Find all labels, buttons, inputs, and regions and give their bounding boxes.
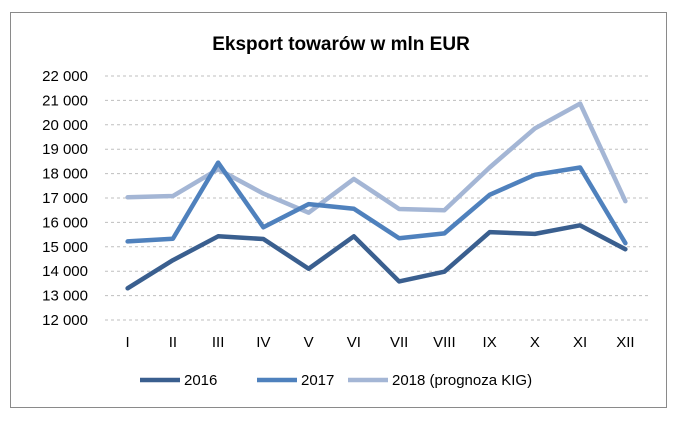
y-tick-label: 14 000 [42, 263, 88, 280]
y-tick-label: 16 000 [42, 214, 88, 231]
chart-frame [10, 12, 667, 408]
series-line-2016 [125, 223, 628, 291]
x-tick-label: V [304, 334, 314, 351]
x-tick-label: IX [483, 334, 497, 351]
x-tick-label: II [169, 334, 177, 351]
x-tick-label: I [126, 334, 130, 351]
x-tick-label: XI [573, 334, 587, 351]
x-tick-label: III [212, 334, 225, 351]
series-line-2017 [125, 160, 628, 246]
legend-label: 2018 (prognoza KIG) [392, 372, 532, 389]
y-tick-label: 15 000 [42, 239, 88, 256]
x-tick-label: XII [616, 334, 634, 351]
y-tick-label: 20 000 [42, 117, 88, 134]
gridlines [105, 75, 648, 321]
y-tick-label: 12 000 [42, 312, 88, 329]
y-axis-ticks: 12 000 13 000 14 000 15 000 16 000 17 000 18 0… [42, 68, 88, 329]
y-tick-label: 19 000 [42, 141, 88, 158]
y-tick-label: 21 000 [42, 92, 88, 109]
legend: 2016 2017 2018 (prognoza KIG) [140, 372, 532, 389]
legend-label: 2016 [184, 372, 217, 389]
legend-label: 2017 [301, 372, 334, 389]
series-line-2018 [125, 101, 628, 215]
x-tick-label: VII [390, 334, 408, 351]
y-tick-label: 17 000 [42, 190, 88, 207]
x-axis-ticks: I II III IV V VI VII VIII IX X XI XII [126, 334, 635, 351]
x-tick-label: VI [347, 334, 361, 351]
y-tick-label: 22 000 [42, 68, 88, 85]
series-lines [125, 101, 628, 291]
x-tick-label: VIII [433, 334, 456, 351]
chart-title: Eksport towarów w mln EUR [212, 34, 470, 55]
y-tick-label: 18 000 [42, 166, 88, 183]
x-tick-label: IV [256, 334, 270, 351]
y-tick-label: 13 000 [42, 288, 88, 305]
x-tick-label: X [530, 334, 540, 351]
